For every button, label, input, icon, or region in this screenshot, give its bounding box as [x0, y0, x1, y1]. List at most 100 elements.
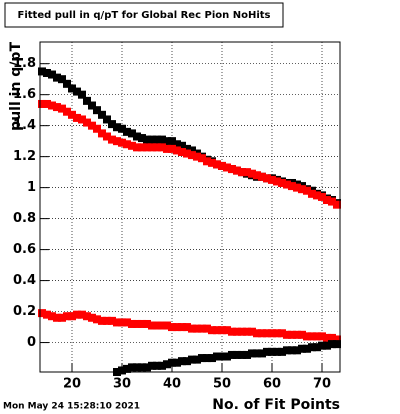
- y-tick-label: 0.2: [13, 304, 36, 319]
- marker: [323, 333, 331, 342]
- marker: [243, 350, 251, 359]
- x-tick-label: 30: [113, 377, 131, 392]
- marker: [313, 343, 321, 352]
- marker: [93, 124, 101, 133]
- marker: [253, 171, 261, 180]
- marker: [243, 327, 251, 336]
- marker: [173, 146, 181, 155]
- x-tick-label: 70: [313, 377, 331, 392]
- marker: [203, 324, 211, 333]
- marker: [73, 310, 81, 319]
- marker: [143, 135, 151, 144]
- marker: [193, 355, 201, 364]
- marker: [198, 354, 206, 363]
- marker: [68, 84, 76, 93]
- marker: [313, 191, 321, 200]
- marker: [323, 196, 331, 205]
- title-box: [4, 2, 284, 28]
- marker: [103, 132, 111, 141]
- marker: [198, 324, 206, 333]
- marker: [263, 347, 271, 356]
- marker: [223, 163, 231, 172]
- marker: [148, 143, 156, 152]
- marker: [188, 146, 196, 155]
- marker: [168, 144, 176, 153]
- marker: [83, 96, 91, 105]
- marker: [333, 200, 341, 209]
- marker: [78, 115, 86, 124]
- marker: [118, 318, 126, 327]
- marker: [268, 347, 276, 356]
- marker: [213, 326, 221, 335]
- marker: [298, 344, 306, 353]
- marker: [203, 354, 211, 363]
- marker: [168, 358, 176, 367]
- marker: [128, 363, 136, 372]
- marker: [108, 316, 116, 325]
- marker: [73, 87, 81, 96]
- marker: [273, 177, 281, 186]
- marker: [293, 183, 301, 192]
- y-tick-label: 1.2: [13, 149, 36, 164]
- y-tick-label: 0.8: [13, 211, 36, 226]
- marker: [283, 180, 291, 189]
- marker: [273, 347, 281, 356]
- marker: [158, 361, 166, 370]
- marker: [138, 363, 146, 372]
- marker: [93, 315, 101, 324]
- marker: [178, 357, 186, 366]
- marker: [238, 168, 246, 177]
- marker: [108, 120, 116, 129]
- marker: [43, 310, 51, 319]
- marker: [163, 137, 171, 146]
- marker: [53, 313, 61, 322]
- marker: [313, 332, 321, 341]
- marker: [118, 366, 126, 375]
- marker: [233, 166, 241, 175]
- marker: [218, 161, 226, 170]
- y-tick-label: 0.6: [13, 242, 36, 257]
- marker: [153, 321, 161, 330]
- marker: [58, 75, 66, 84]
- marker: [38, 67, 46, 76]
- marker: [58, 104, 66, 113]
- marker: [123, 127, 131, 136]
- marker: [278, 329, 286, 338]
- y-tick-label: 1.4: [13, 118, 36, 133]
- marker: [88, 101, 96, 110]
- marker: [283, 346, 291, 355]
- marker: [98, 110, 106, 119]
- marker: [318, 332, 326, 341]
- marker: [133, 143, 141, 152]
- marker: [123, 364, 131, 373]
- marker: [173, 358, 181, 367]
- x-tick-label: 60: [263, 377, 281, 392]
- marker: [73, 113, 81, 122]
- marker: [143, 319, 151, 328]
- marker: [188, 324, 196, 333]
- marker: [228, 165, 236, 174]
- marker: [143, 143, 151, 152]
- marker: [163, 144, 171, 153]
- marker: [148, 361, 156, 370]
- marker: [113, 318, 121, 327]
- marker: [193, 152, 201, 161]
- marker: [68, 312, 76, 321]
- marker: [208, 354, 216, 363]
- marker: [188, 151, 196, 160]
- marker: [103, 115, 111, 124]
- marker: [113, 137, 121, 146]
- marker: [58, 313, 66, 322]
- marker: [248, 327, 256, 336]
- plot-area: 0 0.2 0.4 0.6 0.8 1 1.2 1.4 1.6 1.8 20 30 40 50 60 70: [13, 42, 341, 392]
- marker: [173, 323, 181, 332]
- timestamp: Mon May 24 15:28:10 2021: [3, 402, 140, 412]
- marker: [133, 363, 141, 372]
- marker: [228, 327, 236, 336]
- marker: [308, 332, 316, 341]
- marker: [223, 352, 231, 361]
- marker: [303, 186, 311, 195]
- marker: [43, 99, 51, 108]
- marker: [298, 185, 306, 194]
- marker: [188, 355, 196, 364]
